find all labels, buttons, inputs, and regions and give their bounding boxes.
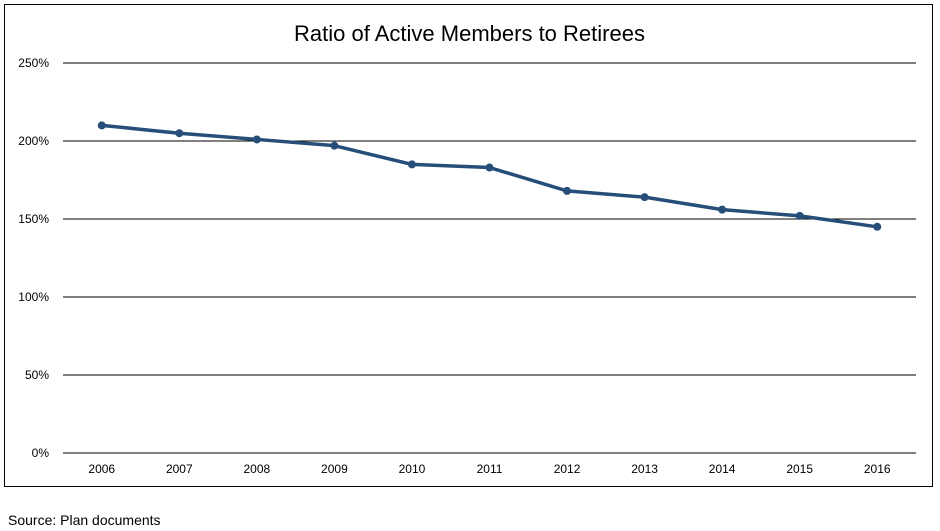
data-point bbox=[330, 141, 339, 150]
x-tick-label: 2011 bbox=[477, 462, 503, 476]
x-tick-label: 2010 bbox=[399, 462, 426, 476]
x-tick-label: 2007 bbox=[166, 462, 193, 476]
data-point bbox=[485, 163, 494, 172]
x-tick-label: 2009 bbox=[321, 462, 348, 476]
data-point bbox=[718, 205, 727, 214]
data-point bbox=[640, 193, 649, 202]
series-line-group bbox=[97, 121, 882, 231]
x-tick-labels: 2006 2007 2008 2009 2010 2011 2012 2013 2014 2015… bbox=[88, 462, 890, 476]
chart-title: Ratio of Active Members to Retirees bbox=[294, 21, 645, 46]
data-point bbox=[97, 121, 106, 130]
x-tick-label: 2013 bbox=[631, 462, 658, 476]
y-tick-label: 100% bbox=[18, 290, 49, 304]
x-tick-label: 2012 bbox=[554, 462, 581, 476]
data-point bbox=[407, 160, 416, 169]
line-chart: 0%50%100%150%200%250% 2006 2007 2008 2009 20… bbox=[18, 56, 916, 476]
y-tick-label: 0% bbox=[32, 446, 50, 460]
data-point bbox=[873, 222, 882, 231]
y-tick-labels: 0% 50% 100% 150% 200% 250% bbox=[18, 56, 49, 460]
x-tick-label: 2015 bbox=[786, 462, 813, 476]
data-point bbox=[563, 186, 572, 195]
y-tick-label: 150% bbox=[18, 212, 49, 226]
source-note: Source: Plan documents bbox=[8, 512, 161, 528]
y-tick-label: 50% bbox=[25, 368, 49, 382]
chart-frame: Ratio of Active Members to Retirees 0% 50… bbox=[4, 4, 933, 487]
y-tick-label: 200% bbox=[18, 134, 49, 148]
data-point bbox=[252, 135, 261, 144]
x-tick-label: 2006 bbox=[88, 462, 115, 476]
gridlines bbox=[63, 62, 916, 454]
data-point bbox=[175, 129, 184, 138]
x-tick-label: 2016 bbox=[864, 462, 891, 476]
x-tick-label: 2014 bbox=[709, 462, 736, 476]
y-tick-label: 250% bbox=[18, 56, 49, 70]
data-point bbox=[795, 211, 804, 220]
x-tick-label: 2008 bbox=[244, 462, 271, 476]
